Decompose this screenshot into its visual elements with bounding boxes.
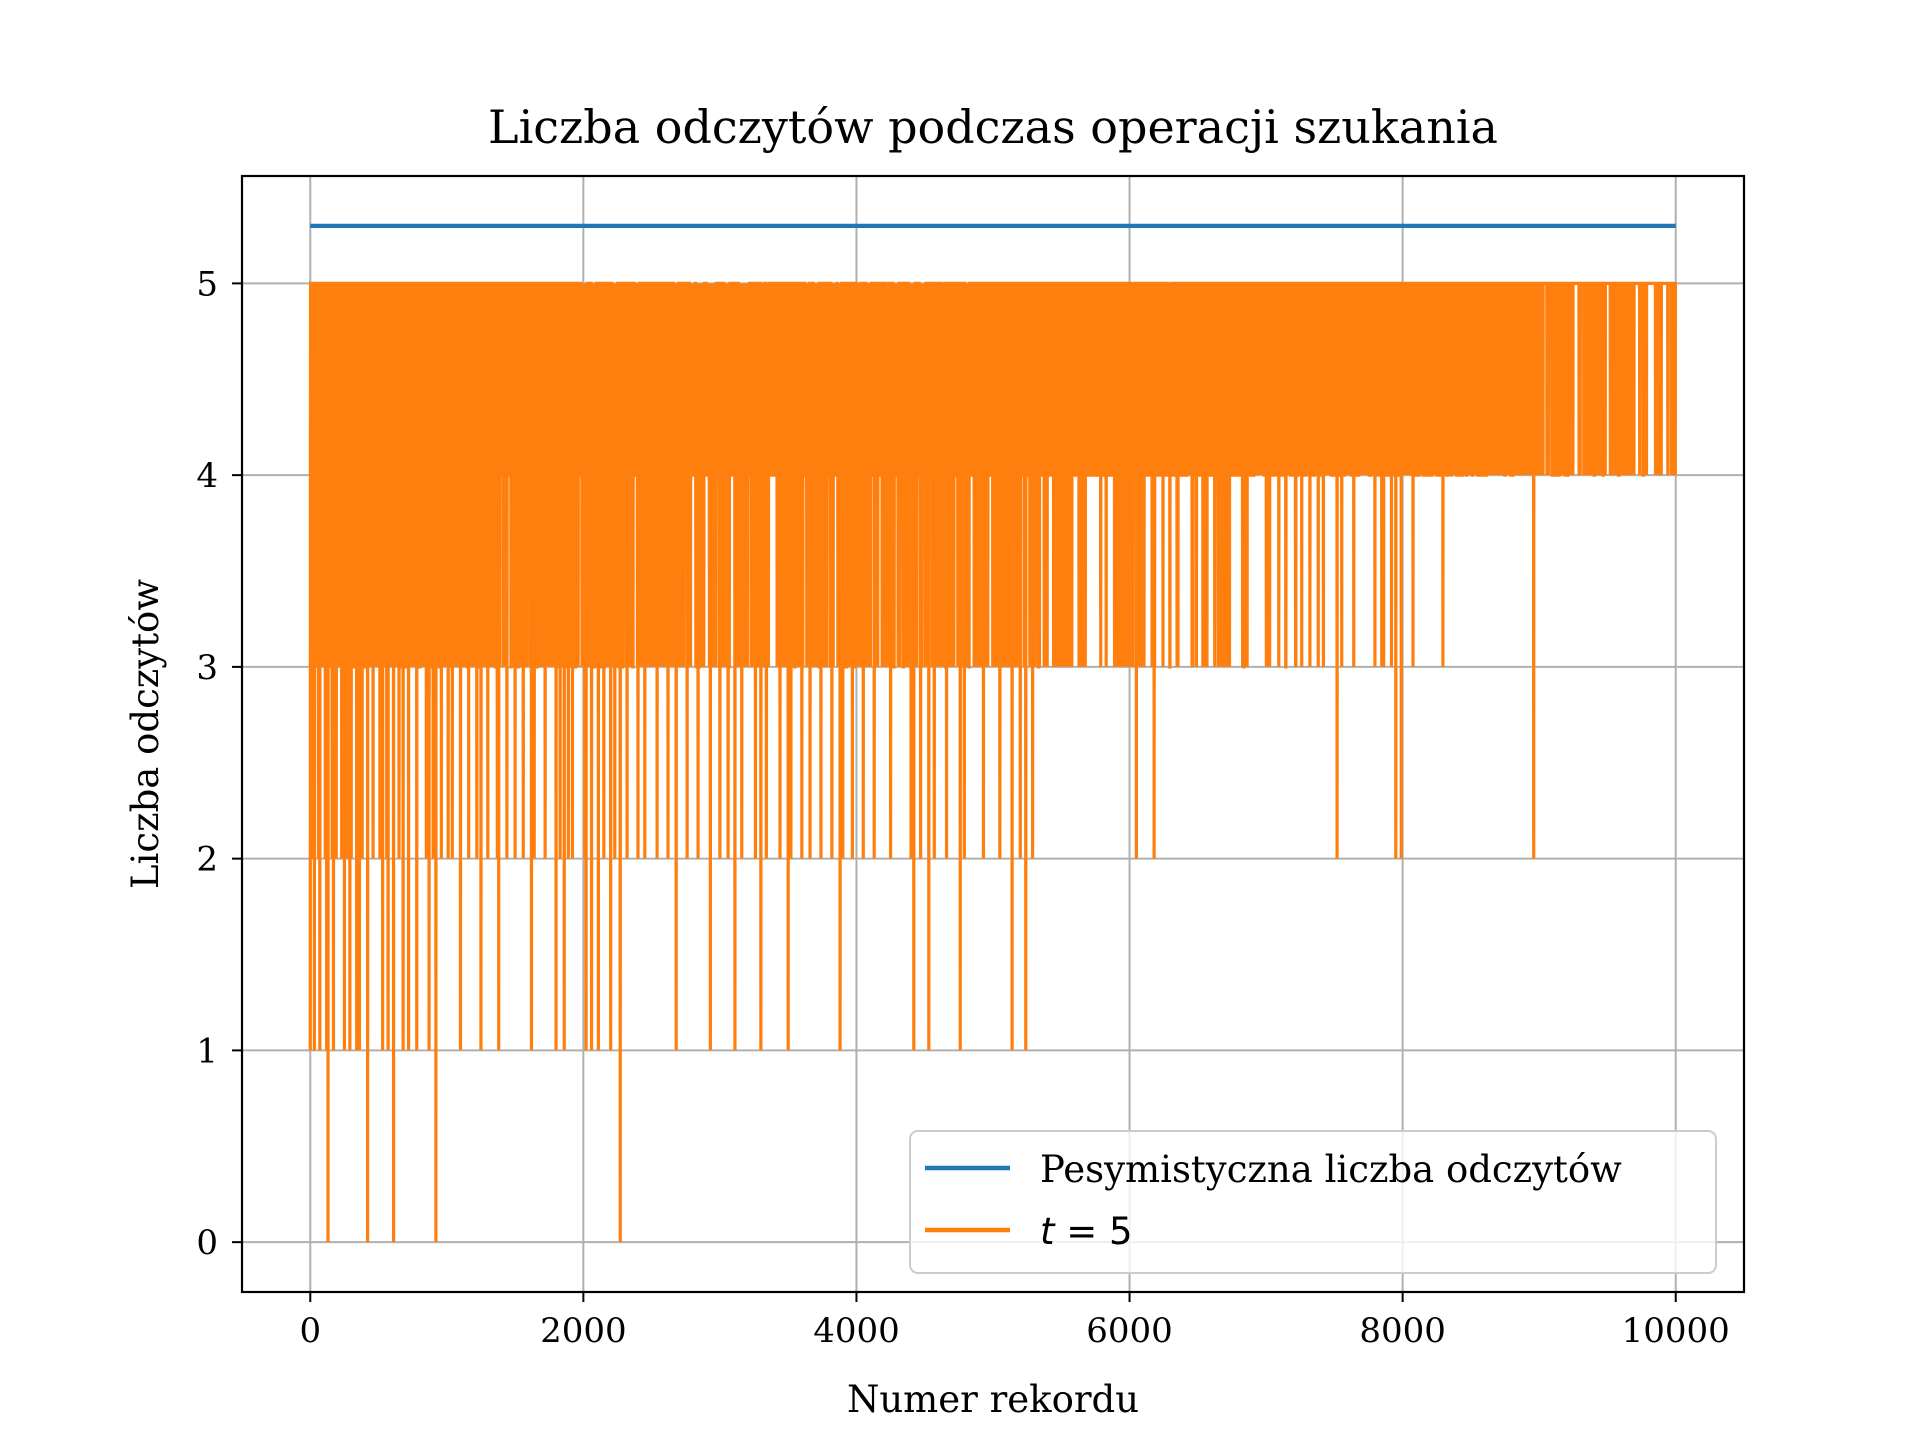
- legend-label-t5: t = 5: [1040, 1210, 1133, 1253]
- legend-box: [909, 1130, 1717, 1274]
- x-axis-ticks: 0 2000 4000 6000 8000 10000: [299, 1292, 1730, 1351]
- x-tick-label: 8000: [1359, 1311, 1446, 1351]
- legend-label-pessimistic: Pesymistyczna liczba odczytów: [1040, 1148, 1622, 1191]
- series-line-t5: [308, 281, 1678, 1243]
- x-tick-label: 0: [299, 1311, 321, 1351]
- plot-frame: [240, 174, 1746, 1294]
- y-tick-label: 1: [196, 1031, 218, 1071]
- legend: Pesymistyczna liczba odczytów t = 5: [909, 1130, 1717, 1274]
- x-axis-label: Numer rekordu: [847, 1378, 1139, 1421]
- y-tick-label: 2: [196, 840, 218, 880]
- x-tick-label: 10000: [1622, 1311, 1730, 1351]
- y-tick-label: 5: [196, 264, 218, 304]
- y-tick-label: 3: [196, 648, 218, 688]
- y-tick-label: 4: [196, 456, 218, 496]
- legend-label-t5-variable: t: [1040, 1210, 1056, 1253]
- x-tick-label: 4000: [813, 1311, 900, 1351]
- x-tick-label: 2000: [540, 1311, 627, 1351]
- y-axis-label: Liczba odczytów: [124, 579, 167, 889]
- y-axis-ticks: 0 1 2 3 4 5: [196, 264, 242, 1263]
- chart-title: Liczba odczytów podczas operacji szukani…: [488, 100, 1498, 154]
- legend-label-t5-value: = 5: [1055, 1210, 1133, 1253]
- y-tick-label: 0: [196, 1223, 218, 1263]
- series-layer: [308, 223, 1678, 1243]
- x-tick-label: 6000: [1086, 1311, 1173, 1351]
